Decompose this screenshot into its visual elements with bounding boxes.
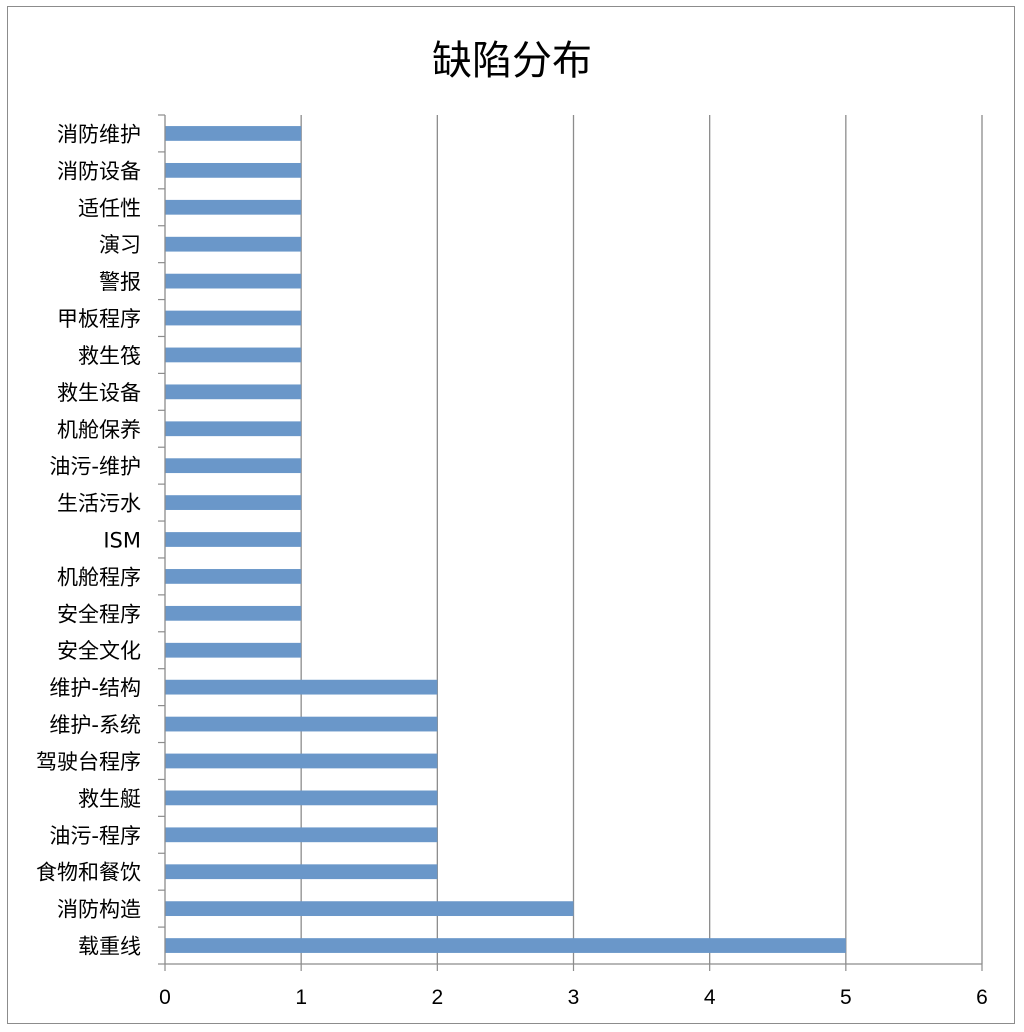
bar-14: [165, 642, 302, 658]
category-label-2: 适任性: [78, 196, 141, 220]
category-label-19: 油污-程序: [49, 824, 141, 848]
x-tick-label-3: 3: [568, 986, 580, 1009]
bar-0: [165, 126, 302, 141]
bar-13: [165, 605, 302, 621]
x-tick-label-5: 5: [840, 986, 852, 1009]
category-label-12: 机舱程序: [57, 565, 141, 589]
bar-12: [165, 569, 302, 584]
bar-3: [165, 236, 302, 252]
category-label-4: 警报: [99, 270, 141, 294]
category-label-15: 维护-结构: [49, 676, 141, 700]
bar-8: [165, 421, 302, 437]
category-label-16: 维护-系统: [49, 713, 141, 737]
category-label-10: 生活污水: [57, 492, 141, 516]
category-label-9: 油污-维护: [49, 455, 141, 479]
category-label-6: 救生筏: [78, 344, 141, 368]
x-tick-labels: 0 1 2 3 4 5 6: [159, 986, 988, 1009]
category-label-7: 救生设备: [57, 381, 141, 405]
category-label-11: ISM: [103, 529, 141, 553]
category-label-5: 甲板程序: [57, 307, 141, 331]
bar-16: [165, 716, 438, 732]
category-label-20: 食物和餐饮: [36, 861, 141, 885]
bar-5: [165, 310, 302, 326]
bar-2: [165, 199, 302, 215]
bar-15: [165, 679, 438, 695]
category-label-22: 载重线: [78, 935, 141, 959]
bar-9: [165, 458, 302, 474]
x-tick-label-0: 0: [159, 986, 171, 1009]
category-label-1: 消防设备: [57, 159, 141, 183]
bar-10: [165, 495, 302, 510]
bar-11: [165, 532, 302, 547]
bar-1: [165, 162, 302, 178]
bar-19: [165, 827, 438, 843]
x-tick-label-4: 4: [704, 986, 716, 1009]
category-label-8: 机舱保养: [57, 418, 141, 442]
category-label-17: 驾驶台程序: [36, 750, 141, 774]
bars: [165, 126, 846, 953]
bar-6: [165, 347, 302, 363]
x-tick-label-1: 1: [295, 986, 307, 1009]
x-tick-label-2: 2: [431, 986, 443, 1009]
axes: [158, 114, 983, 971]
category-label-14: 安全文化: [57, 639, 141, 663]
category-label-18: 救生艇: [78, 787, 141, 811]
bar-21: [165, 901, 574, 917]
bar-4: [165, 273, 302, 289]
x-tick-label-6: 6: [976, 986, 988, 1009]
bar-18: [165, 790, 438, 806]
chart-title: 缺陷分布: [432, 38, 592, 84]
bar-7: [165, 384, 302, 400]
gridlines: [300, 115, 983, 964]
bar-20: [165, 864, 438, 880]
category-label-21: 消防构造: [57, 898, 141, 922]
bar-17: [165, 753, 438, 769]
category-label-0: 消防维护: [57, 122, 141, 146]
bar-22: [165, 938, 846, 953]
category-label-3: 演习: [99, 233, 141, 257]
category-label-13: 安全程序: [57, 602, 141, 626]
